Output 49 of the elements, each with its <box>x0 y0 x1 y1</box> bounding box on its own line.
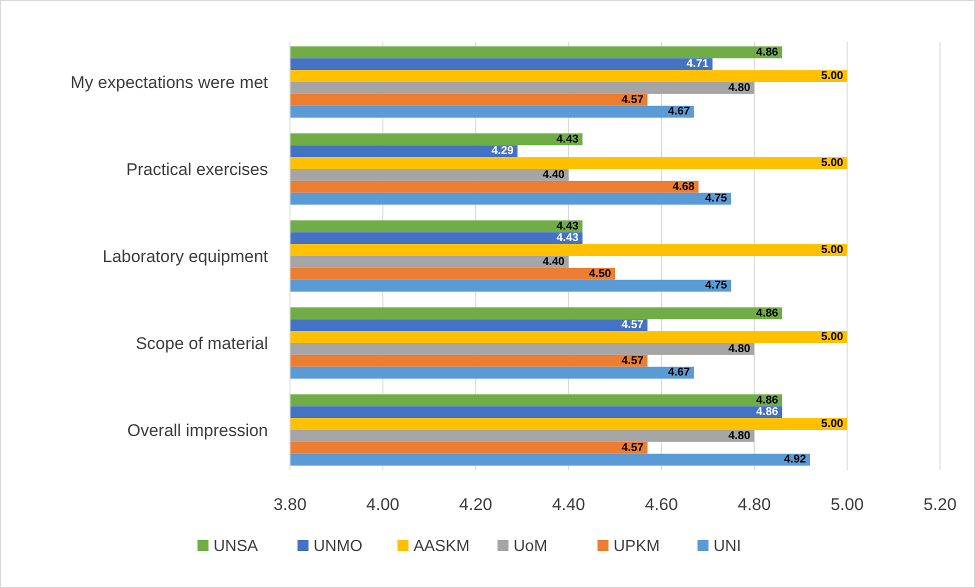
legend-label: UNI <box>714 538 742 555</box>
data-label: 4.43 <box>556 133 578 146</box>
data-label: 4.57 <box>622 442 644 454</box>
data-label: 4.57 <box>622 94 644 106</box>
x-tick-label: 4.20 <box>459 495 492 514</box>
y-tick-label: Practical exercises <box>126 160 268 180</box>
data-label: 4.67 <box>668 106 690 118</box>
x-tick-label: 3.80 <box>273 495 307 514</box>
x-tick-label: 5.00 <box>830 495 864 514</box>
data-label: 5.00 <box>821 157 844 170</box>
data-label: 4.40 <box>542 168 565 181</box>
data-label: 4.43 <box>556 232 578 244</box>
data-label: 4.67 <box>668 366 690 379</box>
x-tick-label: 4.00 <box>366 495 400 514</box>
data-label: 4.40 <box>542 256 565 268</box>
data-label: 4.71 <box>686 58 708 70</box>
data-label: 4.43 <box>556 220 578 232</box>
y-tick-label: Laboratory equipment <box>102 247 268 266</box>
data-label: 5.00 <box>821 418 844 430</box>
y-tick-label: My expectations were met <box>70 73 268 92</box>
data-label: 4.86 <box>756 46 778 58</box>
data-label: 4.75 <box>705 280 728 292</box>
data-label: 4.86 <box>756 307 778 320</box>
data-label: 5.00 <box>821 244 844 256</box>
legend-label: UNSA <box>214 538 258 555</box>
data-label: 4.57 <box>622 354 644 367</box>
x-tick-label: 5.20 <box>923 495 957 514</box>
y-tick-label: Overall impression <box>127 420 268 440</box>
data-label: 5.00 <box>821 70 844 82</box>
data-label: 4.80 <box>728 342 750 355</box>
data-label: 4.57 <box>622 319 644 332</box>
x-tick-label: 4.40 <box>552 495 586 514</box>
legend-label: UoM <box>514 538 548 555</box>
legend-label: UPKM <box>614 538 660 555</box>
legend-label: UNMO <box>314 538 362 555</box>
data-label: 4.50 <box>589 268 611 280</box>
data-label: 4.68 <box>672 180 695 193</box>
data-label: 5.00 <box>821 331 844 344</box>
data-label: 4.80 <box>728 430 750 442</box>
data-label: 4.86 <box>756 406 778 418</box>
legend-label: AASKM <box>414 538 470 555</box>
data-label: 4.80 <box>728 82 750 94</box>
y-tick-label: Scope of material <box>136 334 268 353</box>
data-label: 4.29 <box>492 145 514 158</box>
data-label: 4.75 <box>705 192 728 205</box>
data-label: 4.92 <box>784 454 806 466</box>
x-tick-label: 4.80 <box>738 495 771 514</box>
x-tick-label: 4.60 <box>644 495 678 514</box>
data-label: 4.86 <box>756 394 778 406</box>
